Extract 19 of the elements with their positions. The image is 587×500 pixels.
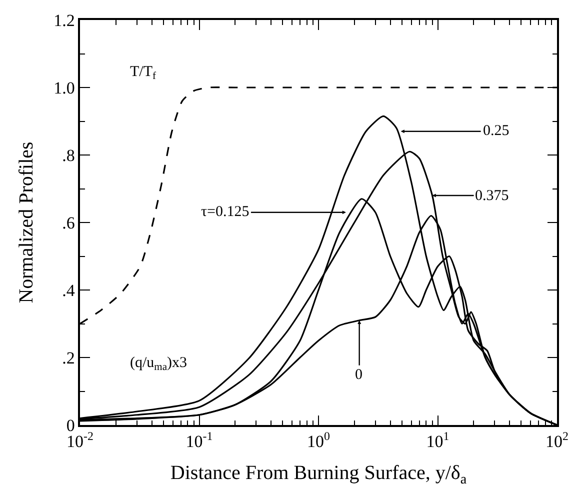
- y-tick-label: .4: [62, 280, 76, 300]
- y-tick-label: .8: [62, 146, 75, 165]
- x-tick-label: 10$^{0}$: [307, 429, 330, 452]
- y-tick-label: .6: [62, 213, 75, 232]
- x-tick-label: 10$^{2}$: [546, 429, 569, 452]
- x-tick-label: 10$^{-1}$: [186, 429, 213, 452]
- annotation: 0.375: [475, 188, 509, 204]
- y-tick-label: .2: [62, 348, 75, 368]
- y-tick-label: 0: [66, 416, 75, 435]
- annotation: 0.25: [483, 123, 510, 139]
- y-tick-label: 1.2: [54, 10, 75, 30]
- y-axis-title: Normalized Profiles: [16, 141, 38, 304]
- y-tick-label: 1.0: [54, 78, 75, 98]
- annotation: 0: [355, 367, 362, 383]
- x-axis-title: Distance From Burning Surface, y/δ$_{a}$: [170, 462, 468, 488]
- annotation: T/T$_{f}$: [130, 64, 156, 82]
- annotation: (q/u$_{ma}$)x3: [130, 355, 187, 374]
- annotation: τ=0.125: [201, 204, 250, 220]
- x-tick-label: 10$^{1}$: [426, 429, 450, 452]
